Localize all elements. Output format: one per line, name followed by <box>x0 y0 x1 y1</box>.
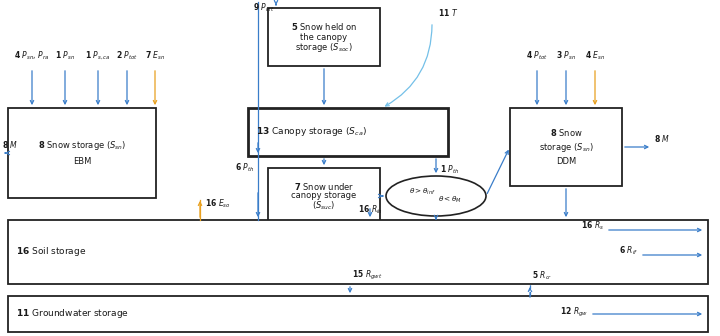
Text: $\mathbf{15}$ $R_{gwt}$: $\mathbf{15}$ $R_{gwt}$ <box>352 269 382 282</box>
Text: $\mathbf{1}$ $P_{th}$: $\mathbf{1}$ $P_{th}$ <box>440 164 459 176</box>
Text: $\mathbf{7}$ $E_{sn}$: $\mathbf{7}$ $E_{sn}$ <box>145 49 165 62</box>
Text: $\mathbf{4}$ $E_{sn}$: $\mathbf{4}$ $E_{sn}$ <box>585 49 606 62</box>
Text: ($S_{suc}$): ($S_{suc}$) <box>312 200 336 212</box>
Bar <box>8 296 708 332</box>
Text: EBM: EBM <box>73 157 91 166</box>
Text: DDM: DDM <box>556 157 576 166</box>
Text: $\mathbf{7}$ Snow under: $\mathbf{7}$ Snow under <box>294 180 354 192</box>
Text: $\theta > \theta_{inf}$: $\theta > \theta_{inf}$ <box>409 187 436 197</box>
Text: $\mathbf{6}$ $R_{if}$: $\mathbf{6}$ $R_{if}$ <box>619 245 638 257</box>
Text: canopy storage: canopy storage <box>292 192 356 201</box>
Text: $\mathbf{2}$ $P_{tot}$: $\mathbf{2}$ $P_{tot}$ <box>116 49 138 62</box>
Text: $\mathbf{5}$ $R_{cr}$: $\mathbf{5}$ $R_{cr}$ <box>532 269 552 282</box>
Text: $\mathbf{3}$ $P_{sn}$: $\mathbf{3}$ $P_{sn}$ <box>556 49 576 62</box>
Bar <box>268 168 380 224</box>
Text: $\mathbf{16}$ $R_{in}$: $\mathbf{16}$ $R_{in}$ <box>358 204 382 216</box>
Text: $\mathbf{4}$ $P_{sn}$, $P_{ra}$: $\mathbf{4}$ $P_{sn}$, $P_{ra}$ <box>14 49 50 62</box>
Text: $\mathbf{16}$ $R_s$: $\mathbf{16}$ $R_s$ <box>581 220 604 232</box>
Text: $\mathbf{16}$ $E_{so}$: $\mathbf{16}$ $E_{so}$ <box>205 198 230 210</box>
Bar <box>8 108 156 198</box>
Text: the canopy: the canopy <box>300 33 348 42</box>
Text: $\mathbf{1}$ $P_{sn}$: $\mathbf{1}$ $P_{sn}$ <box>55 49 75 62</box>
Text: $\mathbf{1}$ $P_{s,ca}$: $\mathbf{1}$ $P_{s,ca}$ <box>85 50 111 62</box>
Text: $\mathbf{8}$ $M$: $\mathbf{8}$ $M$ <box>2 139 18 150</box>
Text: storage ($S_{sn}$): storage ($S_{sn}$) <box>539 140 593 154</box>
Text: $\mathbf{5}$ Snow held on: $\mathbf{5}$ Snow held on <box>291 22 357 33</box>
Text: $\mathbf{12}$ $R_{gw}$: $\mathbf{12}$ $R_{gw}$ <box>560 305 588 319</box>
Text: $\mathbf{4}$ $P_{tot}$: $\mathbf{4}$ $P_{tot}$ <box>526 49 548 62</box>
Text: $\mathbf{16}$ Soil storage: $\mathbf{16}$ Soil storage <box>16 246 86 258</box>
Text: $\theta < \theta_M$: $\theta < \theta_M$ <box>438 195 462 205</box>
Text: $\mathbf{8}$ Snow: $\mathbf{8}$ Snow <box>549 127 582 138</box>
Text: $\mathbf{11}$ Groundwater storage: $\mathbf{11}$ Groundwater storage <box>16 307 129 321</box>
Bar <box>510 108 622 186</box>
Text: storage ($S_{soc}$): storage ($S_{soc}$) <box>295 41 353 53</box>
Bar <box>268 8 380 66</box>
Text: $\mathbf{13}$ Canopy storage ($S_{ca}$): $\mathbf{13}$ Canopy storage ($S_{ca}$) <box>256 126 367 138</box>
Text: $\mathbf{6}$ $P_{th}$: $\mathbf{6}$ $P_{th}$ <box>235 162 254 174</box>
Bar <box>248 108 448 156</box>
Text: $\mathbf{8}$ $M$: $\mathbf{8}$ $M$ <box>654 133 670 144</box>
Bar <box>8 220 708 284</box>
Text: $\mathbf{9}$ $P_{int}$: $\mathbf{9}$ $P_{int}$ <box>253 2 274 14</box>
Text: $\mathbf{11}$ $T$: $\mathbf{11}$ $T$ <box>438 7 458 18</box>
Text: $\mathbf{8}$ Snow storage ($S_{sn}$): $\mathbf{8}$ Snow storage ($S_{sn}$) <box>38 138 126 152</box>
